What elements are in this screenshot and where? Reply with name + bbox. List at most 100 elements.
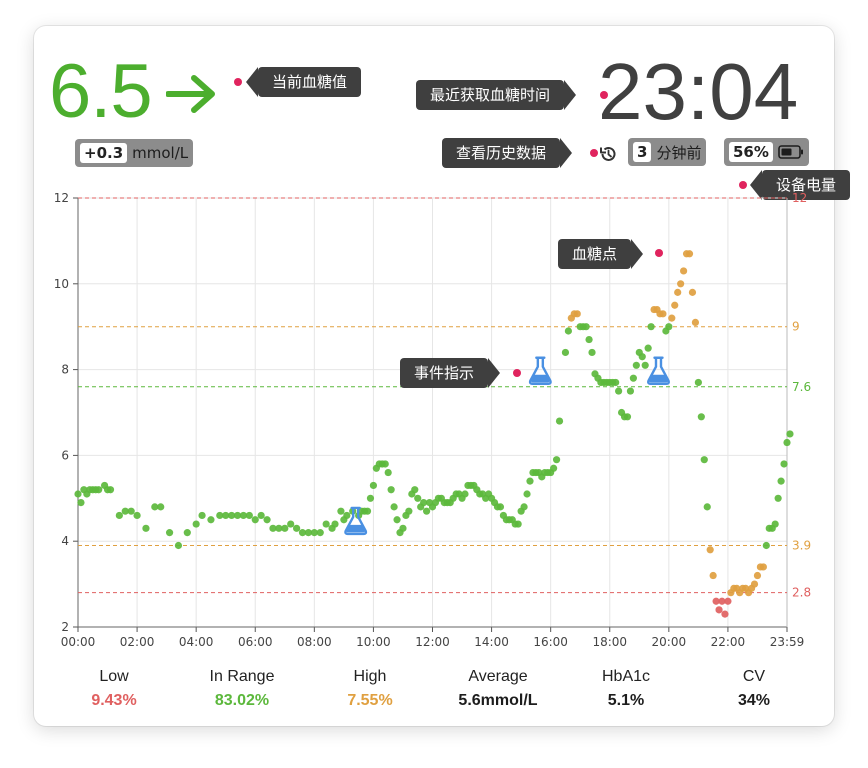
glucose-point <box>552 456 561 464</box>
history-icon[interactable] <box>598 144 618 164</box>
x-tick-label: 12:00 <box>415 635 450 649</box>
stat-average: Average 5.6mmol/L <box>428 668 568 710</box>
latest-reading-time: 23:04 <box>598 47 799 136</box>
stat-label: HbA1c <box>601 668 651 685</box>
glucose-point <box>665 323 673 331</box>
glucose-point <box>680 267 688 275</box>
glucose-point <box>573 310 581 318</box>
glucose-point <box>712 597 720 605</box>
threshold-label: 2.8 <box>792 586 811 600</box>
stat-value: 9.43% <box>91 692 137 709</box>
stat-value: 83.02% <box>214 692 270 709</box>
glucose-point <box>762 541 770 550</box>
x-tick-label: 10:00 <box>356 635 391 649</box>
glucose-point <box>753 571 762 580</box>
event-flask-icon[interactable] <box>647 356 670 385</box>
glucose-point <box>585 335 593 344</box>
stat-cv: CV 34% <box>684 668 824 710</box>
glucose-point <box>298 529 307 537</box>
glucose-point <box>461 490 469 498</box>
glucose-point <box>414 494 422 502</box>
glucose-point <box>384 468 392 477</box>
glucose-point <box>691 318 700 327</box>
stat-label: Average <box>468 668 528 685</box>
y-tick-label: 6 <box>61 448 69 462</box>
glucose-delta-badge: +0.3 mmol/L <box>75 139 194 167</box>
glucose-point <box>555 417 564 425</box>
glucose-point <box>74 490 82 498</box>
battery-icon <box>778 145 803 159</box>
callout-dot <box>600 91 608 99</box>
glucose-point <box>588 348 596 357</box>
glucose-point <box>668 314 676 322</box>
battery-badge: 56% <box>724 138 809 166</box>
x-tick-label: 08:00 <box>297 635 332 649</box>
glucose-point <box>550 464 558 472</box>
stat-high: High 7.55% <box>300 668 440 710</box>
x-tick-label: 23:59 <box>770 635 805 649</box>
glucose-point <box>363 507 372 515</box>
glucose-point <box>310 529 318 537</box>
glucose-point <box>671 301 679 309</box>
callout-dot <box>739 181 747 189</box>
callout-current-glucose: 当前血糖值 <box>245 67 362 97</box>
glucose-point <box>615 387 623 395</box>
glucose-point <box>263 516 271 524</box>
callout-dot <box>234 78 242 86</box>
glucose-point <box>623 413 632 421</box>
x-tick-label: 20:00 <box>652 635 687 649</box>
stat-value: 5.6mmol/L <box>458 692 538 709</box>
event-flask-icon[interactable] <box>344 506 368 536</box>
glucose-point <box>700 456 708 464</box>
glucose-point <box>405 507 413 515</box>
x-tick-label: 02:00 <box>120 635 155 649</box>
x-tick-label: 00:00 <box>61 635 96 649</box>
stat-in-range: In Range 83.02% <box>172 668 312 710</box>
arrow-right-icon <box>166 75 215 113</box>
y-tick-label: 2 <box>61 620 69 634</box>
glucose-point <box>626 387 635 395</box>
battery-value: 56% <box>729 142 773 162</box>
callout-event: 事件指示 <box>400 358 501 388</box>
glucose-point <box>526 477 534 485</box>
glucose-point <box>151 503 159 511</box>
event-flask-icon[interactable] <box>528 356 552 385</box>
glucose-point <box>251 516 259 524</box>
glucose-point <box>759 563 767 571</box>
delta-value: +0.3 <box>80 143 128 163</box>
glucose-point <box>95 486 103 494</box>
glucose-point <box>275 524 283 532</box>
glucose-point <box>343 511 351 520</box>
glucose-point <box>718 597 726 605</box>
stat-value: 34% <box>737 692 771 709</box>
y-tick-label: 10 <box>54 277 69 291</box>
glucose-point <box>239 511 248 520</box>
glucose-point <box>709 571 717 580</box>
glucose-point <box>390 503 398 511</box>
stat-label: High <box>353 668 387 685</box>
glucose-point <box>287 520 295 528</box>
glucose-point <box>228 511 236 520</box>
glucose-point <box>674 288 682 296</box>
glucose-point <box>165 529 174 537</box>
stat-hba1c: HbA1c 5.1% <box>556 668 696 710</box>
glucose-point <box>269 524 277 532</box>
glucose-point <box>106 486 115 494</box>
glucose-point <box>632 361 640 369</box>
y-tick-label: 12 <box>54 191 69 205</box>
glucose-point <box>564 327 572 335</box>
glucose-point <box>721 610 729 618</box>
glucose-point <box>133 511 141 520</box>
glucose-point <box>207 516 215 524</box>
minutes-value: 3 <box>633 142 652 162</box>
stat-label: In Range <box>209 668 275 685</box>
callout-dot <box>655 249 663 257</box>
glucose-point <box>647 323 655 331</box>
glucose-point <box>724 597 732 605</box>
current-glucose-value: 6.5 <box>49 49 153 134</box>
glucose-point <box>369 481 378 490</box>
glucose-point <box>322 520 330 528</box>
glucose-point <box>77 498 85 507</box>
glucose-point <box>337 507 345 515</box>
glucose-point <box>331 520 339 528</box>
